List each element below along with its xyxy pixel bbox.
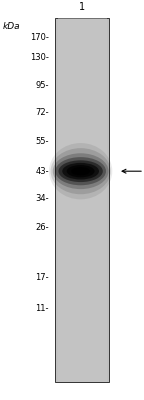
Ellipse shape (49, 143, 112, 199)
Text: 130-: 130- (30, 54, 49, 62)
Text: 55-: 55- (35, 138, 49, 146)
Ellipse shape (53, 153, 109, 189)
Ellipse shape (58, 160, 103, 182)
Text: 1: 1 (79, 2, 85, 12)
Ellipse shape (62, 163, 99, 180)
Text: 26-: 26- (35, 223, 49, 232)
Text: 17-: 17- (35, 274, 49, 282)
Ellipse shape (51, 148, 111, 194)
Ellipse shape (55, 157, 106, 185)
Ellipse shape (71, 167, 90, 175)
FancyBboxPatch shape (55, 18, 109, 382)
Ellipse shape (76, 169, 85, 174)
FancyBboxPatch shape (58, 18, 107, 382)
Text: kDa: kDa (3, 22, 20, 31)
Text: 95-: 95- (35, 82, 49, 90)
Ellipse shape (67, 165, 95, 177)
Text: 34-: 34- (35, 194, 49, 203)
Text: 170-: 170- (30, 34, 49, 42)
Text: 72-: 72- (35, 108, 49, 117)
Text: 43-: 43- (35, 167, 49, 176)
Text: 11-: 11- (35, 304, 49, 313)
